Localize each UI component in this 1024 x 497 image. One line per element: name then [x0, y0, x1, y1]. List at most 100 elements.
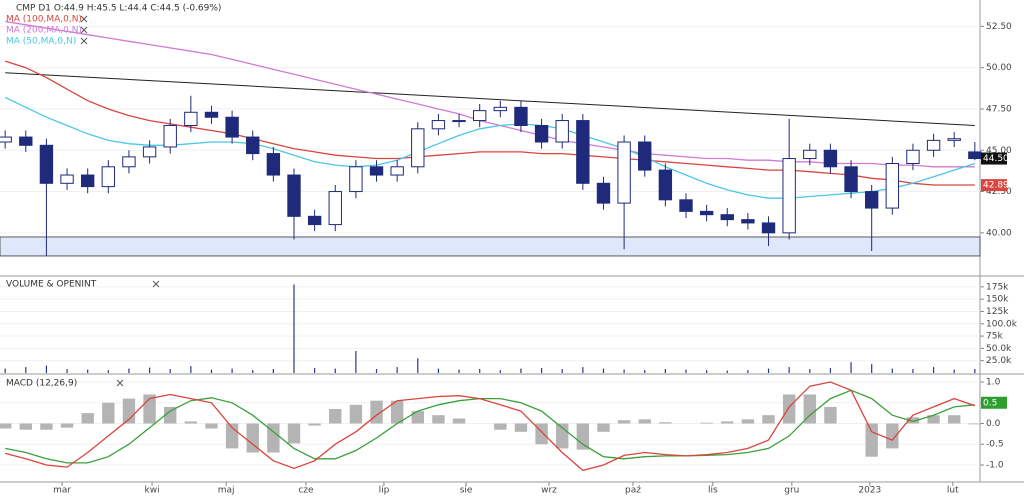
close-icon [80, 26, 88, 34]
histogram-bar [349, 404, 363, 424]
candle-body [968, 151, 982, 160]
histogram-bar [390, 400, 404, 424]
x-tick-label: lut [947, 486, 959, 496]
volume-bar [974, 369, 976, 373]
volume-bar [623, 369, 625, 373]
close-icon [80, 37, 88, 45]
x-tick-label: mar [53, 486, 71, 496]
volume-bar [912, 369, 914, 373]
volume-bar [190, 366, 192, 373]
close-icon [116, 379, 124, 387]
histogram-bar [164, 406, 177, 424]
candle-body [576, 120, 590, 184]
y-tick-label: 1.0 [986, 378, 1001, 388]
candle-body [101, 166, 116, 188]
volume-bar [87, 369, 89, 373]
histogram-bar [824, 406, 837, 424]
histogram-bar [659, 422, 672, 424]
volume-bar [25, 367, 27, 373]
histogram-bar [721, 421, 734, 424]
candle-body [80, 174, 95, 188]
candle-body [204, 111, 219, 118]
histogram-bar [246, 423, 259, 453]
moving-average [5, 60, 975, 186]
volume-bar [788, 367, 790, 373]
candle-body [349, 166, 363, 193]
volume-bar [850, 362, 852, 373]
candle-body [864, 191, 879, 209]
histogram-bar [803, 394, 816, 424]
volume-bar [107, 370, 109, 373]
candle-body [369, 166, 384, 176]
chart-title: MACD (12,26,9) [6, 379, 77, 389]
histogram-bar [329, 408, 342, 424]
candle-body [307, 215, 322, 226]
histogram-bar [927, 415, 940, 424]
histogram-bar [40, 423, 53, 430]
candle-body [390, 166, 404, 176]
histogram-bar [122, 398, 136, 424]
volume-bar [602, 368, 605, 373]
candle-body [431, 120, 446, 130]
y-tick-label: 40.00 [986, 228, 1012, 238]
candle-body [452, 120, 466, 123]
support-zone [0, 236, 981, 257]
histogram-bar [19, 423, 32, 430]
candle-body [0, 136, 12, 143]
candle-body [947, 138, 961, 141]
candle-body [679, 199, 693, 212]
chart-title: VOLUME & OPENINT [6, 280, 97, 290]
candle-body [926, 139, 941, 151]
candle-body [885, 162, 900, 209]
candle-body [596, 182, 611, 204]
candle-body [60, 174, 74, 184]
histogram-bar [700, 422, 713, 424]
candle-body [514, 106, 528, 127]
volume-bar [520, 368, 522, 373]
close-icon [152, 280, 160, 288]
candle-body [906, 149, 920, 164]
y-tick-label: 50.0k [986, 344, 1012, 354]
y-tick-label: 25.0k [986, 356, 1012, 366]
volume-bar [66, 369, 68, 373]
y-tick-label: 42.50 [986, 187, 1012, 197]
volume-bar [293, 284, 295, 373]
volume-bar [582, 367, 584, 373]
candle-body [266, 153, 281, 176]
candle-body [287, 174, 301, 217]
y-tick-label: 45.00 [986, 146, 1012, 156]
y-tick-label: 175k [986, 282, 1009, 292]
volume-bar [210, 369, 213, 373]
histogram-bar [60, 423, 74, 428]
value-tag-label: 0.5 [983, 398, 997, 408]
candle-body [472, 110, 487, 122]
volume-bar [437, 368, 440, 373]
candle-body [638, 141, 652, 171]
histogram-bar [452, 418, 466, 424]
candle-body [699, 210, 714, 216]
candle-body [246, 136, 260, 155]
x-tick-label: wrz [541, 486, 557, 496]
signal-line [5, 389, 975, 464]
candle-body [782, 158, 796, 234]
volume-bar [540, 368, 543, 373]
histogram-bar [432, 415, 445, 424]
volume-bar [685, 369, 687, 373]
volume-bar [726, 370, 728, 373]
volume-bar [644, 370, 646, 373]
volume-bar [355, 350, 357, 373]
histogram-bar [184, 421, 198, 424]
volume-bar [829, 368, 832, 373]
candle-body [328, 191, 342, 226]
candle-body [122, 156, 136, 168]
histogram-bar [494, 423, 507, 430]
candle-body [19, 136, 33, 146]
volume-bar [375, 369, 378, 373]
candle-body [823, 149, 838, 168]
histogram-bar [948, 415, 961, 424]
candle-body [411, 128, 425, 168]
histogram-bar [617, 420, 631, 424]
histogram-bar [514, 423, 528, 432]
value-tag-label: 44.50 [983, 154, 1009, 164]
